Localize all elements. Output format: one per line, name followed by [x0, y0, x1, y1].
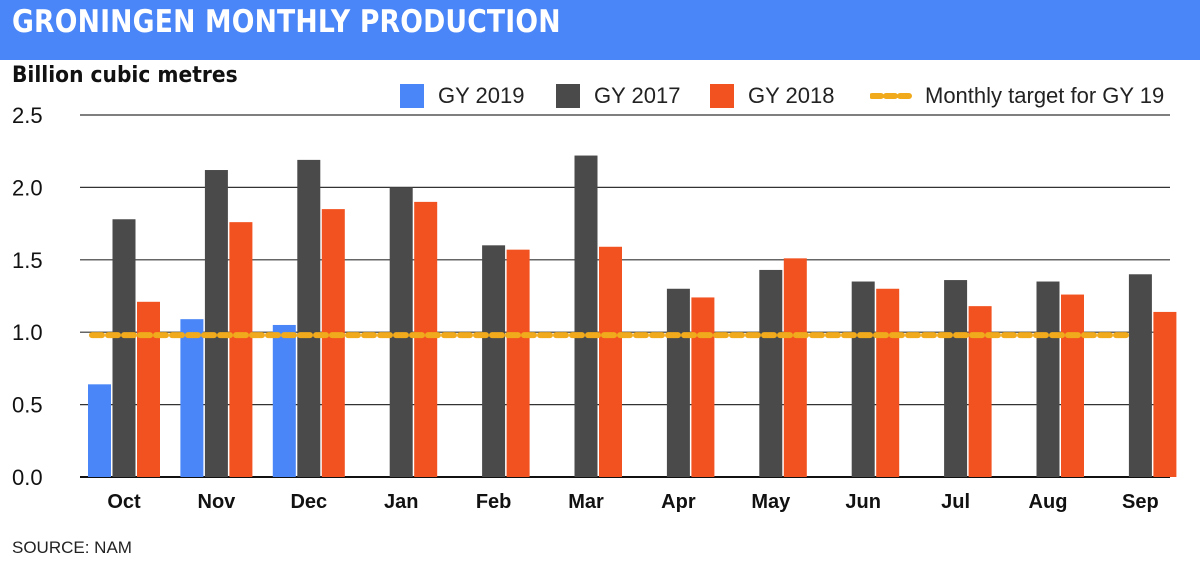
y-tick-label: 1.5 — [12, 248, 43, 273]
x-tick-label: Jun — [845, 491, 881, 513]
title-banner: GRONINGEN MONTHLY PRODUCTION — [0, 0, 1200, 60]
bar-gy2017 — [666, 288, 690, 477]
bar-gy2018 — [783, 258, 807, 477]
bar-gy2017 — [297, 159, 321, 477]
x-tick-label: Jul — [941, 491, 970, 513]
legend-swatch-gy2017 — [556, 84, 580, 108]
bar-gy2017 — [204, 170, 228, 478]
bar-gy2019 — [88, 384, 111, 477]
x-tick-label: Nov — [198, 491, 237, 513]
bar-gy2018 — [229, 222, 253, 477]
bar-gy2018 — [506, 249, 530, 477]
y-tick-label: 1.0 — [12, 320, 43, 345]
y-tick-label: 2.0 — [12, 175, 43, 200]
bar-gy2017 — [1128, 274, 1152, 477]
bar-gy2018 — [599, 246, 622, 477]
bar-gy2018 — [968, 306, 992, 477]
x-tick-label: Mar — [568, 491, 604, 513]
x-tick-label: May — [751, 491, 791, 513]
bar-gy2017 — [574, 155, 598, 477]
x-tick-label: Aug — [1029, 491, 1068, 513]
legend-swatch-gy2018 — [710, 84, 734, 108]
legend-label-target: Monthly target for GY 19 — [925, 83, 1165, 108]
bar-gy2019 — [180, 319, 204, 477]
bar-gy2017 — [1036, 281, 1060, 477]
x-tick-label: Feb — [476, 491, 512, 513]
legend-label-gy2017: GY 2017 — [594, 83, 681, 108]
bar-gy2019 — [272, 324, 296, 477]
x-tick-label: Jan — [384, 491, 418, 513]
bar-gy2018 — [1061, 294, 1084, 477]
x-tick-label: Sep — [1122, 491, 1159, 513]
legend-label-gy2018: GY 2018 — [748, 83, 835, 108]
bar-gy2018 — [137, 301, 160, 477]
bar-gy2017 — [759, 269, 783, 477]
bar-gy2017 — [944, 280, 968, 477]
y-tick-label: 0.5 — [12, 393, 43, 418]
bar-gy2017 — [851, 281, 875, 477]
legend-swatch-gy2019 — [400, 84, 424, 108]
bar-gy2018 — [321, 209, 345, 477]
x-tick-label: Apr — [661, 491, 696, 513]
y-axis-label: Billion cubic metres — [12, 63, 238, 88]
bar-gy2018 — [1153, 311, 1177, 477]
y-tick-label: 0.0 — [12, 465, 43, 490]
bar-gy2018 — [414, 201, 438, 477]
y-tick-label: 2.5 — [12, 103, 43, 128]
bar-gy2017 — [112, 219, 136, 478]
x-tick-label: Dec — [290, 491, 327, 513]
chart-title: GRONINGEN MONTHLY PRODUCTION — [12, 4, 561, 40]
bar-gy2018 — [691, 297, 715, 477]
bar-gy2018 — [876, 288, 900, 477]
bar-gy2017 — [482, 245, 506, 477]
legend-label-gy2019: GY 2019 — [438, 83, 525, 108]
legend-swatch-target — [870, 93, 912, 99]
x-tick-label: Oct — [107, 491, 141, 513]
source-note: SOURCE: NAM — [12, 538, 132, 557]
